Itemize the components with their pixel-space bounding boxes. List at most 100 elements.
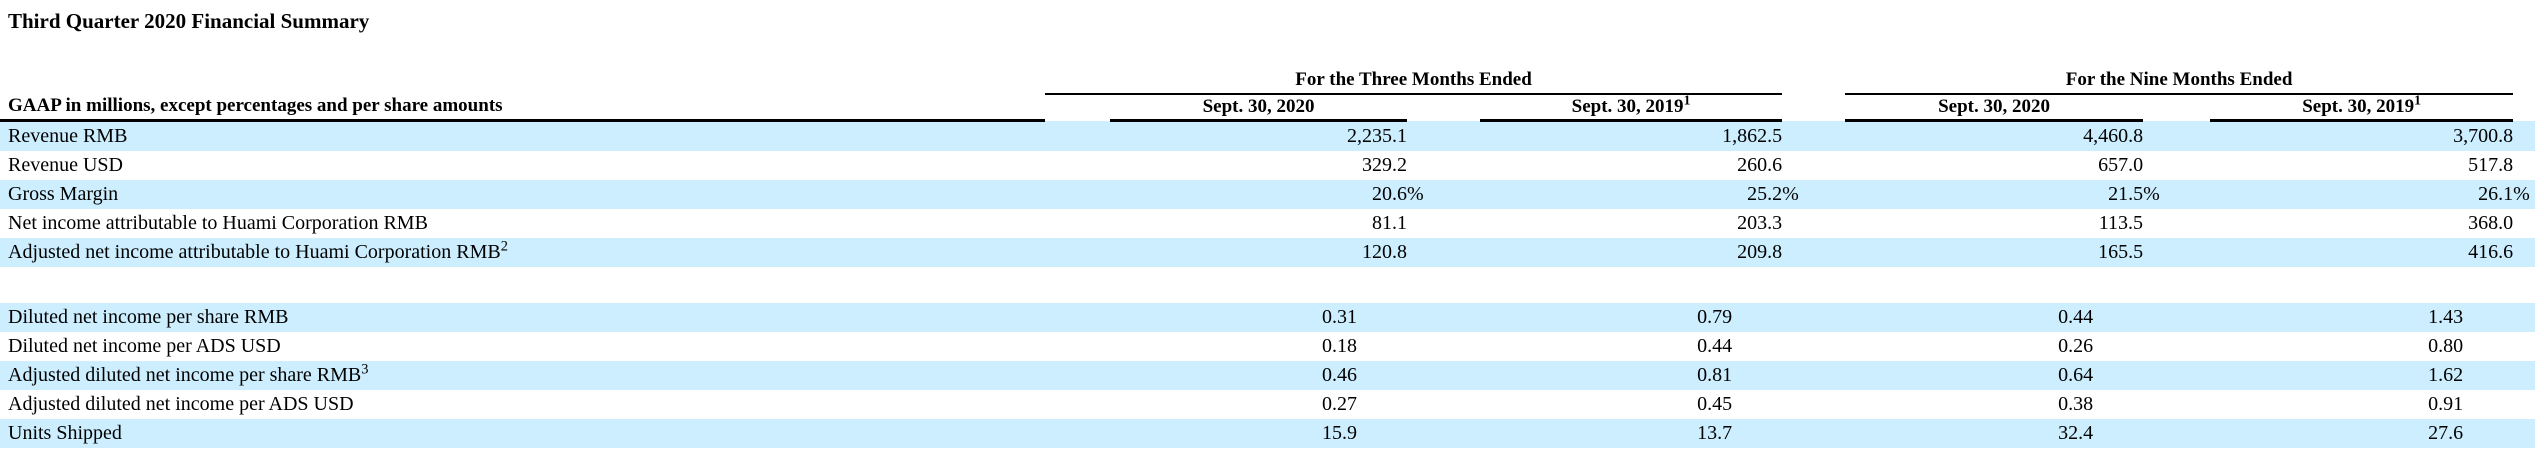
column-gap — [1407, 238, 1481, 267]
row-tail — [2513, 303, 2536, 332]
column-gap — [2143, 180, 2211, 209]
value-cell: 0.38 — [2058, 393, 2094, 415]
column-gap — [2143, 120, 2211, 151]
row-label: Revenue USD — [8, 154, 123, 176]
column-gap — [2143, 303, 2211, 332]
group-header-row: GAAP in millions, except percentages and… — [0, 45, 2535, 122]
column-gap — [1407, 390, 1480, 419]
column-gap — [1045, 180, 1111, 209]
row-tail — [2513, 361, 2536, 390]
value-cell: 368.0 — [2468, 212, 2514, 234]
value-cell: 0.31 — [1110, 303, 1408, 332]
value-cell: 0.44 — [1697, 335, 1733, 357]
group-gap — [1782, 45, 1845, 94]
column-gap — [1782, 209, 1845, 238]
row-tail — [2513, 120, 2536, 151]
footnote-marker: 1 — [2414, 92, 2421, 108]
table-row: Net income attributable to Huami Corpora… — [0, 209, 2535, 238]
row-label: Diluted net income per share RMB — [0, 303, 1046, 332]
value-cell: 1.62 — [2210, 361, 2514, 390]
col-header-3mo-2019: Sept. 30, 20191 — [1480, 92, 1783, 122]
table-row: Adjusted diluted net income per ADS USD 0… — [0, 390, 2535, 419]
value-cell: 0.18 — [1322, 335, 1358, 357]
value-cell: 165.5 — [1845, 238, 2144, 267]
group-header-three-months: For the Three Months Ended — [1045, 45, 1783, 95]
page-title: Third Quarter 2020 Financial Summary — [8, 9, 370, 33]
col-header-3mo-2020: Sept. 30, 2020 — [1110, 94, 1408, 122]
footnote-marker: 1 — [1683, 92, 1691, 108]
value-cell: 0.79 — [1480, 303, 1783, 332]
column-gap — [1782, 419, 1846, 448]
row-tail — [2513, 390, 2535, 419]
value-cell: 81.1 — [1372, 212, 1408, 234]
value-cell: 25.2% — [1480, 180, 1799, 209]
column-gap — [1045, 303, 1111, 332]
value-cell: 416.6 — [2210, 238, 2514, 267]
value-cell: 3,700.8 — [2210, 120, 2514, 151]
footnote-marker: 3 — [361, 361, 369, 378]
column-gap — [1045, 390, 1110, 419]
value-cell: 20.6% — [1110, 180, 1424, 209]
row-tail — [2513, 419, 2536, 448]
column-gap — [1045, 151, 1110, 180]
column-gap — [1407, 151, 1480, 180]
financial-summary-table: GAAP in millions, except percentages and… — [0, 45, 2536, 448]
column-gap — [2143, 419, 2211, 448]
table-row: Diluted net income per share RMB 0.31 0.79… — [0, 303, 2536, 332]
row-label-header: GAAP in millions, except percentages and… — [0, 45, 1046, 122]
value-cell: 0.91 — [2428, 393, 2464, 415]
column-gap — [1407, 180, 1481, 209]
row-label: Revenue RMB — [0, 120, 1046, 151]
value-cell: 1.43 — [2210, 303, 2514, 332]
column-gap — [1407, 332, 1480, 361]
column-gap — [1782, 238, 1846, 267]
column-gap — [1407, 209, 1480, 238]
column-gap — [1782, 332, 1845, 361]
value-cell: 113.5 — [2098, 212, 2144, 234]
table-row: Gross Margin 20.6% 25.2% 21.5% 26.1% — [0, 180, 2536, 209]
value-cell: 4,460.8 — [1845, 120, 2144, 151]
footnote-marker: 2 — [500, 238, 508, 255]
row-label: Adjusted diluted net income per share RM… — [0, 361, 1046, 390]
column-gap — [1407, 303, 1481, 332]
value-cell: 0.44 — [1845, 303, 2144, 332]
column-gap — [1407, 419, 1481, 448]
value-cell: 517.8 — [2468, 154, 2514, 176]
col-header-9mo-2019: Sept. 30, 20191 — [2210, 92, 2514, 122]
column-gap — [1782, 390, 1845, 419]
value-cell: 1,862.5 — [1480, 120, 1783, 151]
column-gap — [2143, 390, 2210, 419]
column-gap — [1782, 361, 1846, 390]
value-cell: 27.6 — [2210, 419, 2514, 448]
value-cell: 209.8 — [1480, 238, 1783, 267]
column-gap — [1782, 180, 1846, 209]
column-gap — [1045, 419, 1111, 448]
row-tail — [2513, 209, 2535, 238]
value-cell: 329.2 — [1362, 154, 1408, 176]
value-cell: 13.7 — [1480, 419, 1783, 448]
value-cell: 0.46 — [1110, 361, 1408, 390]
table-row: Revenue USD 329.2 260.6 657.0 517.8 — [0, 151, 2535, 180]
column-gap — [1045, 209, 1110, 238]
row-tail — [2513, 238, 2536, 267]
row-tail — [2513, 180, 2536, 209]
spacer-row — [0, 267, 2536, 303]
row-label: Net income attributable to Huami Corpora… — [8, 212, 428, 234]
value-cell: 21.5% — [1845, 180, 2160, 209]
value-cell: 0.27 — [1322, 393, 1358, 415]
table-row: Adjusted net income attributable to Huam… — [0, 238, 2536, 267]
value-cell: 32.4 — [1845, 419, 2144, 448]
value-cell: 0.81 — [1480, 361, 1783, 390]
value-cell: 26.1% — [2210, 180, 2530, 209]
row-label-header-text: GAAP in millions, except percentages and… — [8, 95, 503, 116]
column-gap — [1045, 361, 1111, 390]
value-cell: 0.45 — [1697, 393, 1733, 415]
col-header-9mo-2020: Sept. 30, 2020 — [1845, 94, 2144, 122]
row-label: Units Shipped — [0, 419, 1046, 448]
value-cell: 0.26 — [2058, 335, 2094, 357]
column-gap — [2143, 332, 2210, 361]
group-tail — [2513, 45, 2535, 94]
value-cell: 0.80 — [2428, 335, 2464, 357]
row-label: Adjusted diluted net income per ADS USD — [8, 393, 354, 415]
column-gap — [2143, 151, 2210, 180]
